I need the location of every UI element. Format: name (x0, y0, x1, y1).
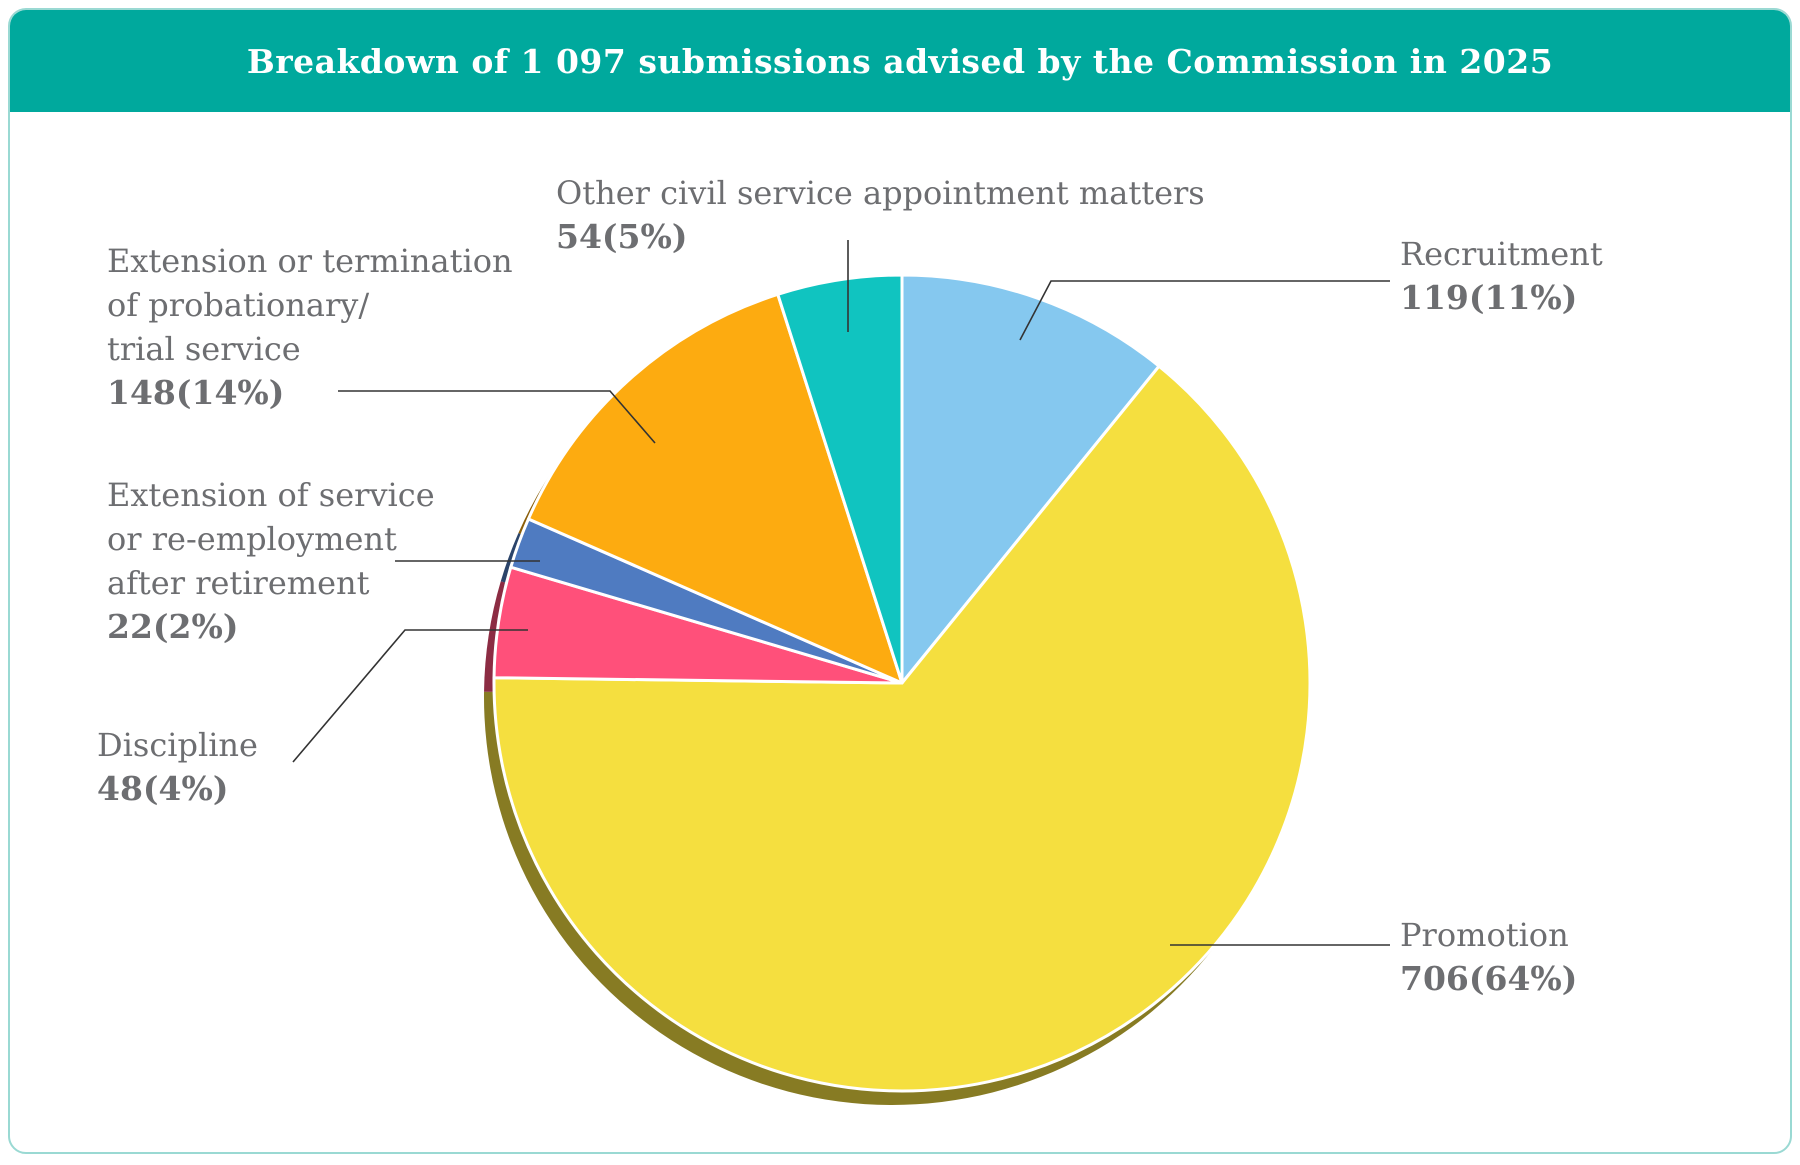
slice-labels: Recruitment 119(11%) Promotion 706(64%) Disc… (97, 174, 1603, 998)
slice-label-promotion: Promotion (1400, 916, 1569, 954)
slice-label-probationary: trial service (107, 330, 301, 368)
leader-line-discipline (292, 629, 528, 763)
chart-title: Breakdown of 1 097 submissions advised b… (246, 41, 1554, 81)
slice-label-probationary: Extension or termination (107, 242, 513, 280)
slice-value-discipline: 48(4%) (97, 769, 228, 808)
slice-label-recruitment: Recruitment (1400, 235, 1603, 273)
pie-slice-promotion (492, 364, 1312, 1093)
slice-value-probationary: 148(14%) (107, 373, 284, 412)
leader-lines (292, 240, 1390, 946)
chart-header: Breakdown of 1 097 submissions advised b… (10, 10, 1790, 112)
slice-value-extension-service: 22(2%) (107, 607, 238, 646)
slice-label-extension-service: after retirement (107, 564, 370, 602)
slice-label-extension-service: or re-employment (107, 520, 397, 558)
slice-label-probationary: of probationary/ (107, 286, 369, 324)
slice-label-other: Other civil service appointment matters (556, 174, 1205, 212)
leader-line-recruitment (1019, 280, 1390, 341)
slice-label-discipline: Discipline (97, 726, 258, 764)
pie-slices (492, 273, 1312, 1093)
leader-line-probationary (338, 390, 656, 444)
pie-slice-recruitment (900, 273, 1161, 685)
slice-value-promotion: 706(64%) (1400, 959, 1577, 998)
slice-label-extension-service: Extension of service (107, 476, 435, 514)
slice-value-recruitment: 119(11%) (1400, 278, 1577, 317)
pie-slice-other (776, 273, 904, 685)
slice-value-other: 54(5%) (556, 217, 687, 256)
